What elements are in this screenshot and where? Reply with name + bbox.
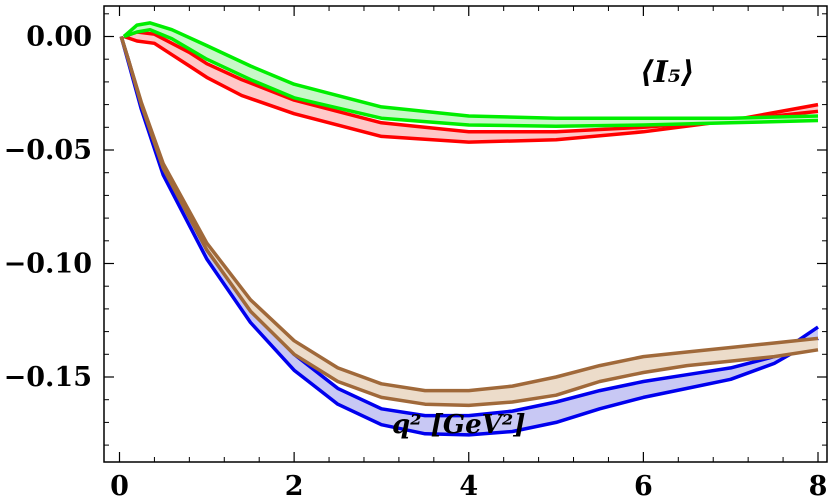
y-tick-label-1: −0.05 [4,135,92,166]
bands-layer [119,21,819,437]
band-upper-line-1 [122,21,819,120]
labels-layer: q² [GeV²] ⟨I₅⟩ [392,55,695,440]
x-tick-label-4: 8 [809,471,828,502]
x-tick-label-2: 4 [459,471,478,502]
band-fill-2 [121,36,818,435]
x-tick-label-1: 2 [285,471,304,502]
x-tick-label-0: 0 [110,471,129,502]
band-upper-line-3 [119,35,819,393]
band-upper-line-0 [123,30,819,134]
band-lower-line-3 [119,35,819,408]
x-tick-label-3: 6 [634,471,653,502]
y-tick-label-2: −0.10 [4,249,92,280]
band-lower-line-0 [123,34,819,144]
band-lower-line-1 [123,27,819,128]
x-axis-label: q² [GeV²] [392,410,526,440]
band-annotation: ⟨I₅⟩ [640,55,695,90]
axes-layer: 0 2 4 6 8 0.00 −0.05 −0.10 −0.15 [4,5,828,502]
band-fill-1 [123,22,818,127]
band-lower-line-2 [119,36,819,437]
y-tick-label-0: 0.00 [26,22,92,53]
plot-frame [103,5,828,463]
y-tick-label-3: −0.15 [4,362,92,393]
